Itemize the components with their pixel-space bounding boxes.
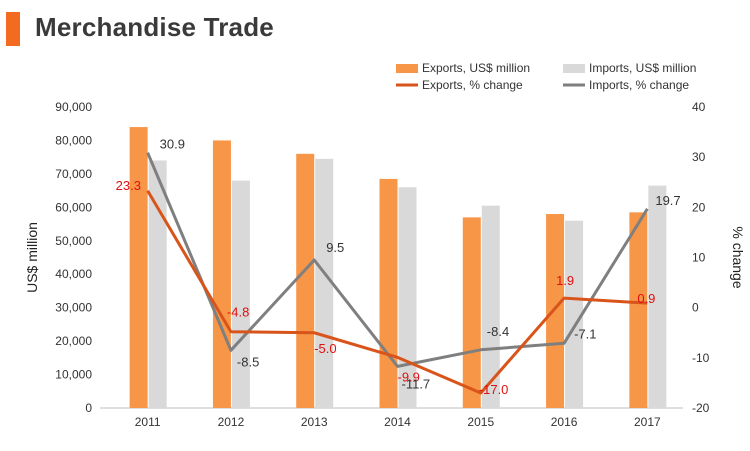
y-tick-label: 70,000 bbox=[55, 167, 92, 181]
y-tick-label: 90,000 bbox=[55, 100, 92, 114]
legend-label: Imports, % change bbox=[589, 78, 689, 92]
x-tick-label: 2011 bbox=[135, 415, 161, 429]
imports-bar bbox=[481, 205, 500, 408]
legend-label: Imports, US$ million bbox=[589, 61, 696, 75]
x-tick-label: 2014 bbox=[384, 415, 411, 429]
imports-change-data-label: 30.9 bbox=[160, 137, 185, 152]
y-tick-label: 20,000 bbox=[55, 334, 92, 348]
y-tick-label: 60,000 bbox=[55, 200, 92, 214]
exports-bar bbox=[546, 214, 565, 408]
exports-change-data-label: -4.8 bbox=[227, 305, 249, 320]
y-tick-label: 30,000 bbox=[55, 301, 92, 315]
y2-tick-label: 0 bbox=[692, 301, 699, 315]
page-title: Merchandise Trade bbox=[35, 12, 274, 42]
legend-label: Exports, US$ million bbox=[422, 61, 530, 75]
x-tick-label: 2013 bbox=[301, 415, 328, 429]
x-tick-label: 2016 bbox=[551, 415, 578, 429]
y2-tick-label: 30 bbox=[692, 150, 706, 164]
y-tick-label: 80,000 bbox=[55, 133, 92, 147]
y2-tick-label: 10 bbox=[692, 251, 706, 265]
imports-change-data-label: -7.1 bbox=[574, 326, 596, 341]
y2-tick-label: -10 bbox=[692, 351, 710, 365]
imports-change-data-label: -11.7 bbox=[402, 376, 431, 391]
imports-bar bbox=[148, 160, 167, 408]
exports-bar bbox=[296, 153, 315, 408]
header: Merchandise Trade bbox=[0, 0, 750, 60]
imports-bar bbox=[565, 220, 584, 408]
exports-change-line bbox=[146, 190, 648, 395]
imports-change-line bbox=[146, 152, 649, 368]
imports-bar bbox=[398, 187, 417, 408]
y2-axis-title: % change bbox=[730, 226, 746, 288]
y-tick-label: 40,000 bbox=[55, 267, 92, 281]
y-tick-label: 0 bbox=[85, 401, 92, 415]
y2-tick-label: 40 bbox=[692, 100, 706, 114]
imports-change-data-label: 9.5 bbox=[326, 240, 344, 255]
exports-bar bbox=[462, 217, 481, 408]
x-tick-label: 2017 bbox=[634, 415, 661, 429]
legend-label: Exports, % change bbox=[422, 78, 523, 92]
legend-swatch-bar bbox=[563, 64, 585, 73]
imports-change-data-label: -8.5 bbox=[237, 354, 259, 369]
imports-change-data-label: -8.4 bbox=[487, 324, 509, 339]
exports-bar bbox=[629, 212, 648, 408]
exports-change-data-label: -5.0 bbox=[314, 341, 336, 356]
title-accent-bar bbox=[6, 12, 20, 46]
legend-swatch-bar bbox=[396, 64, 418, 73]
exports-change-data-label: -17.0 bbox=[479, 382, 509, 397]
imports-bar bbox=[648, 185, 667, 408]
y2-tick-label: -20 bbox=[692, 401, 710, 415]
y2-tick-label: 20 bbox=[692, 200, 706, 214]
exports-change-data-label: 1.9 bbox=[556, 273, 574, 288]
y-tick-label: 50,000 bbox=[55, 234, 92, 248]
exports-change-data-label: -9.9 bbox=[398, 369, 420, 384]
exports-bar bbox=[212, 140, 231, 408]
imports-bar bbox=[315, 158, 334, 408]
imports-change-data-label: 19.7 bbox=[655, 193, 680, 208]
exports-change-data-label: 23.3 bbox=[116, 178, 141, 193]
y-axis-title: US$ million bbox=[24, 222, 40, 293]
exports-change-data-label: 0.9 bbox=[637, 291, 655, 306]
imports-bar bbox=[231, 180, 250, 408]
exports-bar bbox=[129, 127, 148, 409]
exports-bar bbox=[379, 178, 398, 408]
y-tick-label: 10,000 bbox=[55, 368, 92, 382]
x-tick-label: 2012 bbox=[218, 415, 245, 429]
x-tick-label: 2015 bbox=[467, 415, 494, 429]
